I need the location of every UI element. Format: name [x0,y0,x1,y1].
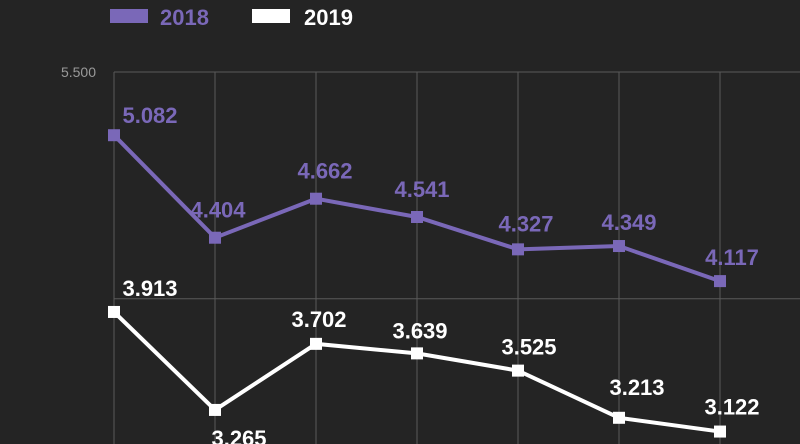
data-label: 3.213 [609,375,664,400]
data-point-marker [714,425,726,438]
grid-layer [113,71,800,444]
data-label: 3.265 [211,426,266,444]
data-label: 4.662 [297,159,352,184]
data-label: 3.122 [704,395,759,420]
data-point-marker [209,403,221,416]
data-label: 3.913 [122,276,177,301]
data-point-marker [108,305,120,318]
data-label: 3.702 [291,307,346,332]
y-axis-ticks: 5.500 [61,64,96,80]
legend: 2018 2019 [110,5,353,30]
y-tick-label: 5.500 [61,64,96,80]
data-label: 4.327 [498,211,553,236]
series-layer: 5.082 4.404 4.662 4.541 4.327 4.349 4.117 3.913… [108,103,760,444]
data-point-marker [108,129,120,142]
data-point-marker [512,243,524,256]
data-point-marker [209,231,221,244]
data-point-marker [613,240,625,253]
data-label: 4.349 [601,210,656,235]
data-point-marker [411,347,423,360]
data-point-marker [613,411,625,424]
data-label: 4.404 [190,198,246,223]
data-label: 3.525 [501,335,556,360]
data-point-marker [310,192,322,205]
series-2018: 5.082 4.404 4.662 4.541 4.327 4.349 4.117 [108,103,759,288]
legend-label-2018: 2018 [160,5,209,30]
series-2019: 3.913 3.265 3.702 3.639 3.525 3.213 3.122 [108,276,760,444]
legend-swatch-2019 [252,9,290,23]
legend-swatch-2018 [110,9,148,23]
data-label: 5.082 [122,103,177,128]
data-point-marker [411,211,423,224]
legend-label-2019: 2019 [304,5,353,30]
data-label: 4.117 [705,245,759,270]
data-point-marker [310,337,322,350]
data-point-marker [714,275,726,288]
data-label: 3.639 [392,318,447,343]
data-label: 4.541 [394,177,449,202]
data-point-marker [512,364,524,377]
